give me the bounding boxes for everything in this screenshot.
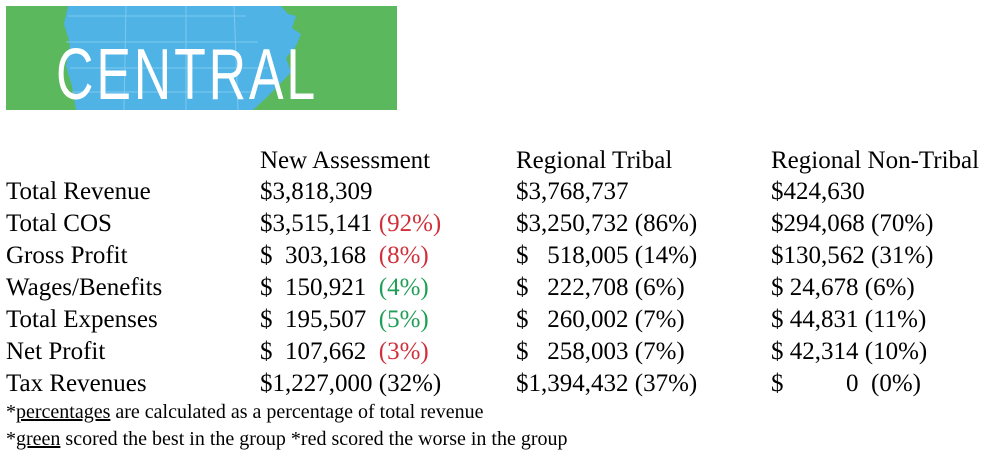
table-cell: $ 303,168 (8%) <box>260 241 429 271</box>
table-cell: $ 195,507 (5%) <box>260 305 429 335</box>
row-label: Total COS <box>6 210 112 237</box>
cell-value: $3,515,141 <box>260 210 379 237</box>
cell-percentage: (14%) <box>634 242 698 269</box>
note-green-keyword: green <box>16 428 61 450</box>
table-cell: $1,394,432 (37%) <box>516 369 697 399</box>
row-label: Wages/Benefits <box>6 274 163 301</box>
column-header: Regional Non-Tribal <box>771 147 980 174</box>
table-cell: $424,630 <box>771 177 865 207</box>
cell-value: $130,562 <box>771 242 871 269</box>
cell-value: $1,394,432 <box>516 370 635 397</box>
table-cell: $1,227,000 (32%) <box>260 369 441 399</box>
cell-value: $ 258,003 <box>516 338 635 365</box>
cell-percentage: (70%) <box>871 210 934 237</box>
table-cell: $3,515,141 (92%) <box>260 209 441 239</box>
cell-value: $294,068 <box>771 210 871 237</box>
table-cell: $ 107,662 (3%) <box>260 337 429 367</box>
cell-percentage: (5%) <box>378 306 429 333</box>
cell-value: $3,250,732 <box>516 210 635 237</box>
cell-percentage: (6%) <box>864 274 915 301</box>
cell-percentage: (7%) <box>634 338 685 365</box>
banner-title: CENTRAL <box>56 35 319 110</box>
cell-percentage: (3%) <box>378 338 429 365</box>
row-label: Net Profit <box>6 338 106 365</box>
cell-value: $424,630 <box>771 178 865 205</box>
row-label: Total Revenue <box>6 178 151 205</box>
cell-value: $ 0 <box>771 370 871 397</box>
cell-value: $ 222,708 <box>516 274 635 301</box>
cell-value: $ 195,507 <box>260 306 379 333</box>
cell-value: $3,818,309 <box>260 178 373 205</box>
cell-percentage: (32%) <box>378 370 442 397</box>
central-banner: CENTRAL <box>6 6 397 110</box>
table-cell: $ 518,005 (14%) <box>516 241 697 271</box>
cell-value: $3,768,737 <box>516 178 629 205</box>
row-label: Total Expenses <box>6 306 158 333</box>
cell-percentage: (92%) <box>378 210 442 237</box>
column-header: New Assessment <box>260 147 431 174</box>
cell-percentage: (10%) <box>864 338 928 365</box>
note-percentages: *percentages are calculated as a percent… <box>6 401 484 423</box>
table-cell: $ 260,002 (7%) <box>516 305 685 335</box>
cell-value: $ 260,002 <box>516 306 635 333</box>
table-cell: $ 222,708 (6%) <box>516 273 685 303</box>
table-cell: $130,562 (31%) <box>771 241 933 271</box>
cell-value: $ 42,314 <box>771 338 865 365</box>
cell-percentage: (37%) <box>634 370 698 397</box>
cell-value: $ 303,168 <box>260 242 379 269</box>
table-cell: $3,768,737 <box>516 177 629 207</box>
table-cell: $ 44,831 (11%) <box>771 305 926 335</box>
table-cell: $ 258,003 (7%) <box>516 337 685 367</box>
cell-value: $ 150,921 <box>260 274 379 301</box>
cell-value: $1,227,000 <box>260 370 379 397</box>
table-cell: $3,250,732 (86%) <box>516 209 697 239</box>
table-cell: $ 24,678 (6%) <box>771 273 915 303</box>
cell-percentage: (86%) <box>634 210 698 237</box>
row-label: Tax Revenues <box>6 370 147 397</box>
note-colors: *green scored the best in the group *red… <box>6 428 568 450</box>
cell-value: $ 518,005 <box>516 242 635 269</box>
table-cell: $294,068 (70%) <box>771 209 933 239</box>
column-header: Regional Tribal <box>516 147 673 174</box>
table-cell: $ 0 (0%) <box>771 369 921 399</box>
table-cell: $ 150,921 (4%) <box>260 273 429 303</box>
row-label: Gross Profit <box>6 242 128 269</box>
cell-value: $ 44,831 <box>771 306 865 333</box>
cell-value: $ 24,678 <box>771 274 865 301</box>
cell-percentage: (0%) <box>871 370 921 397</box>
cell-percentage: (11%) <box>864 306 927 333</box>
cell-value: $ 107,662 <box>260 338 379 365</box>
cell-percentage: (7%) <box>634 306 685 333</box>
cell-percentage: (6%) <box>634 274 685 301</box>
note-percentages-keyword: percentages <box>16 401 111 423</box>
cell-percentage: (8%) <box>378 242 429 269</box>
cell-percentage: (31%) <box>871 242 934 269</box>
table-cell: $ 42,314 (10%) <box>771 337 927 367</box>
region-map-icon <box>64 6 301 110</box>
table-cell: $3,818,309 <box>260 177 373 207</box>
cell-percentage: (4%) <box>378 274 429 301</box>
